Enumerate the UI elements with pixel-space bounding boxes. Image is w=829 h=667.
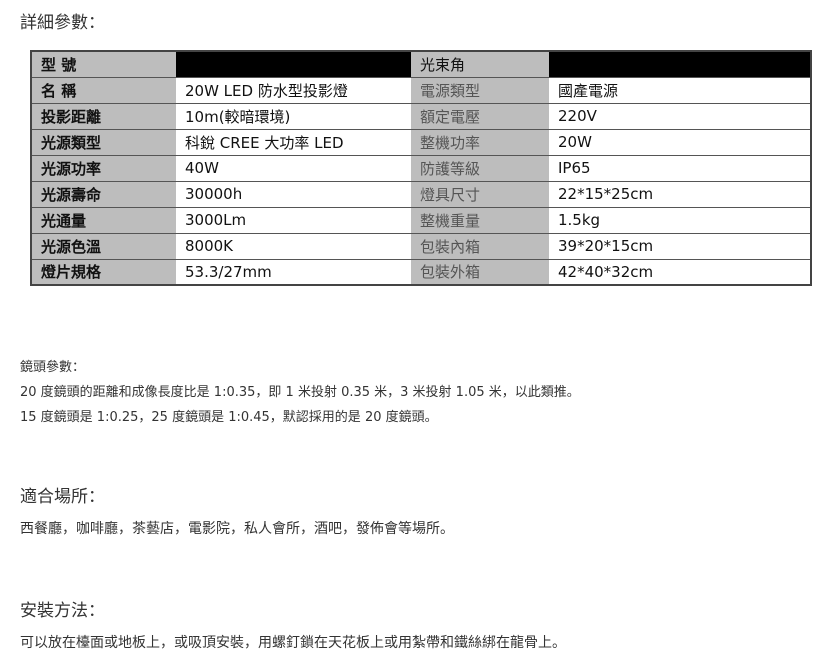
spec-value: 10m(較暗環境) — [176, 103, 411, 130]
lens-line-2: 15 度鏡頭是 1:0.25，25 度鏡頭是 1:0.45，默認採用的是 20 … — [20, 410, 438, 425]
spec-label: 整機功率 — [411, 129, 549, 156]
spec-label: 防護等級 — [411, 155, 549, 182]
spec-value: 國產電源 — [549, 77, 811, 104]
spec-label: 包裝外箱 — [411, 259, 549, 286]
table-row: 投影距離 10m(較暗環境) 額定電壓 220V — [31, 103, 811, 130]
spec-label: 額定電壓 — [411, 103, 549, 130]
table-row: 燈片規格 53.3/27mm 包裝外箱 42*40*32cm — [31, 259, 811, 286]
spec-value: IP65 — [549, 155, 811, 182]
section-title-details: 詳細參數： — [20, 13, 105, 33]
spec-label: 光源壽命 — [31, 181, 176, 208]
table-row: 光源功率 40W 防護等級 IP65 — [31, 155, 811, 182]
table-row: 光源色溫 8000K 包裝內箱 39*20*15cm — [31, 233, 811, 260]
install-title: 安裝方法： — [20, 601, 105, 621]
table-row: 光源類型 科銳 CREE 大功率 LED 整機功率 20W — [31, 129, 811, 156]
spec-table: 型 號 光束角 名 稱 20W LED 防水型投影燈 電源類型 國產電源 投影距離 10m… — [30, 50, 812, 286]
table-row: 光通量 3000Lm 整機重量 1.5kg — [31, 207, 811, 234]
spec-value: 39*20*15cm — [549, 233, 811, 260]
spec-value: 53.3/27mm — [176, 259, 411, 286]
spec-label: 光源功率 — [31, 155, 176, 182]
spec-label: 燈片規格 — [31, 259, 176, 286]
value-model — [176, 51, 411, 78]
venues-text: 西餐廳，咖啡廳，茶藝店，電影院，私人會所，酒吧，發佈會等場所。 — [20, 521, 454, 537]
label-model: 型 號 — [31, 51, 176, 78]
table-row: 名 稱 20W LED 防水型投影燈 電源類型 國產電源 — [31, 77, 811, 104]
spec-value: 30000h — [176, 181, 411, 208]
lens-title: 鏡頭參數： — [20, 360, 86, 375]
spec-value: 22*15*25cm — [549, 181, 811, 208]
spec-label: 包裝內箱 — [411, 233, 549, 260]
venues-title: 適合場所： — [20, 487, 105, 507]
spec-value: 科銳 CREE 大功率 LED — [176, 129, 411, 156]
spec-value: 20W — [549, 129, 811, 156]
table-header-row: 型 號 光束角 — [31, 51, 811, 78]
spec-value: 20W LED 防水型投影燈 — [176, 77, 411, 104]
spec-label: 名 稱 — [31, 77, 176, 104]
spec-value: 8000K — [176, 233, 411, 260]
spec-label: 燈具尺寸 — [411, 181, 549, 208]
spec-value: 1.5kg — [549, 207, 811, 234]
spec-label: 光源色溫 — [31, 233, 176, 260]
spec-value: 3000Lm — [176, 207, 411, 234]
spec-label: 整機重量 — [411, 207, 549, 234]
table-row: 光源壽命 30000h 燈具尺寸 22*15*25cm — [31, 181, 811, 208]
label-beam-angle: 光束角 — [411, 51, 549, 78]
spec-label: 投影距離 — [31, 103, 176, 130]
spec-label: 光源類型 — [31, 129, 176, 156]
lens-line-1: 20 度鏡頭的距離和成像長度比是 1:0.35，即 1 米投射 0.35 米，3… — [20, 385, 580, 400]
value-beam-angle — [549, 51, 811, 78]
spec-label: 光通量 — [31, 207, 176, 234]
spec-label: 電源類型 — [411, 77, 549, 104]
spec-value: 220V — [549, 103, 811, 130]
spec-value: 40W — [176, 155, 411, 182]
install-text: 可以放在檯面或地板上，或吸頂安裝，用螺釘鎖在天花板上或用紮帶和鐵絲綁在龍骨上。 — [20, 635, 566, 651]
spec-value: 42*40*32cm — [549, 259, 811, 286]
